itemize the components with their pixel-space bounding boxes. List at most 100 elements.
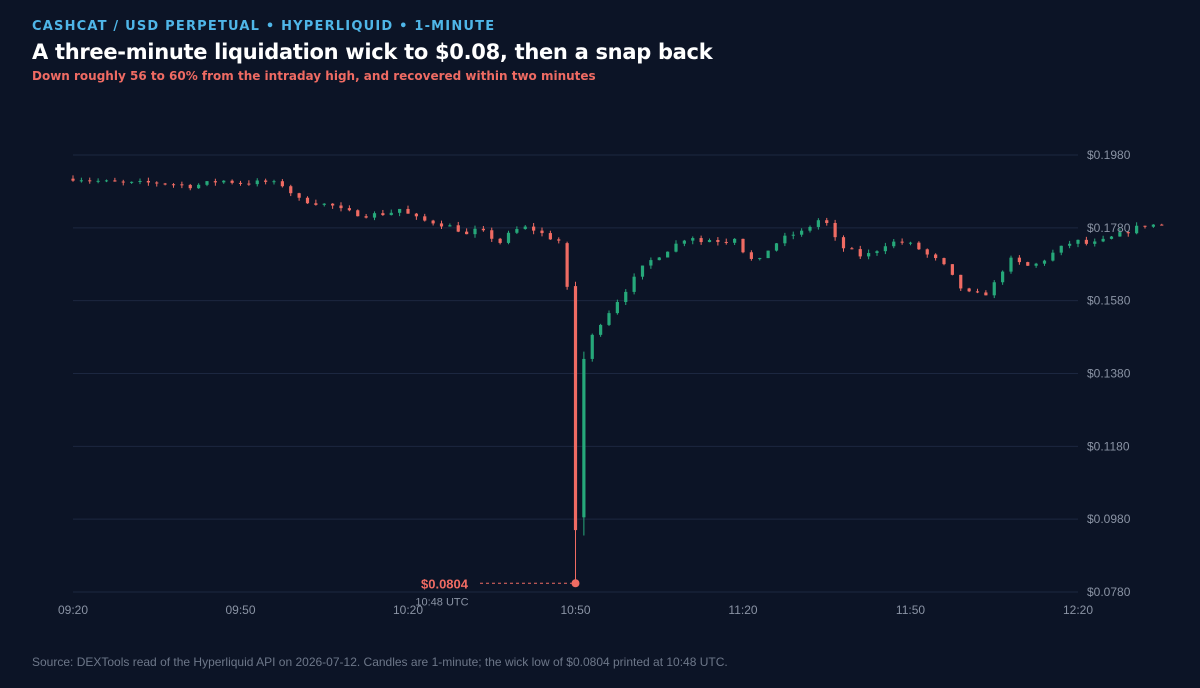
candle-body bbox=[515, 229, 519, 233]
candle-body bbox=[1068, 243, 1072, 246]
candle-body bbox=[1017, 257, 1021, 263]
candle-body bbox=[372, 213, 377, 218]
candle-body bbox=[255, 180, 259, 185]
candle-body bbox=[850, 248, 854, 250]
candle-body bbox=[749, 252, 753, 259]
candle-body bbox=[1151, 224, 1155, 227]
x-tick-label: 10:50 bbox=[560, 603, 590, 617]
candle-body bbox=[238, 182, 243, 184]
candle-body bbox=[640, 265, 645, 277]
x-tick-label: 11:20 bbox=[728, 603, 757, 617]
candle-body bbox=[163, 183, 167, 185]
candle-body bbox=[682, 240, 686, 244]
candle-body bbox=[439, 223, 444, 227]
candle-body bbox=[699, 238, 703, 243]
y-tick-label: $0.1580 bbox=[1087, 294, 1131, 308]
candle-body bbox=[473, 228, 477, 235]
candle-body bbox=[992, 282, 996, 296]
candle-body bbox=[305, 197, 310, 204]
candle-body bbox=[716, 240, 720, 242]
candle-body bbox=[900, 241, 904, 243]
candle-body bbox=[858, 249, 862, 257]
candle-body bbox=[808, 226, 812, 231]
candle-body bbox=[867, 253, 871, 257]
x-tick-label: 09:50 bbox=[225, 603, 255, 617]
candle-body bbox=[481, 228, 485, 231]
candle-body bbox=[1051, 252, 1055, 261]
candle-body bbox=[1084, 239, 1088, 244]
x-tick-label: 11:50 bbox=[896, 603, 925, 617]
candle-body bbox=[272, 181, 276, 183]
candle-body bbox=[582, 358, 586, 518]
candle-body bbox=[573, 286, 578, 531]
candle-body bbox=[657, 257, 661, 261]
candle-body bbox=[431, 220, 435, 224]
low-price-label: $0.0804 bbox=[421, 576, 469, 591]
candle-body bbox=[841, 237, 846, 249]
y-tick-label: $0.0980 bbox=[1087, 512, 1131, 526]
candle-body bbox=[1059, 245, 1063, 253]
candle-body bbox=[1034, 263, 1038, 266]
candle-body bbox=[138, 180, 142, 182]
candle-body bbox=[465, 231, 469, 235]
candle-body bbox=[1118, 232, 1122, 237]
candle-body bbox=[934, 254, 938, 259]
candle-body bbox=[1101, 238, 1105, 242]
candle-body bbox=[632, 276, 636, 292]
candle-body bbox=[975, 291, 980, 293]
candle-body bbox=[247, 183, 251, 185]
candle-body bbox=[314, 203, 318, 205]
candle-body bbox=[222, 180, 226, 183]
candle-body bbox=[1126, 232, 1130, 234]
candle-body bbox=[532, 226, 536, 231]
candle-body bbox=[205, 181, 209, 185]
candle-body bbox=[774, 243, 779, 251]
candle-body bbox=[959, 274, 963, 289]
candle-body bbox=[188, 184, 192, 189]
x-axis-ticks: 09:20 09:50 10:20 10:50 11:20 11:50 12:20 bbox=[58, 603, 1093, 617]
candle-body bbox=[130, 181, 134, 183]
candle-body bbox=[548, 233, 552, 240]
candle-body bbox=[490, 230, 494, 239]
candle-body bbox=[816, 220, 820, 227]
low-marker bbox=[571, 579, 580, 588]
candle-body bbox=[456, 225, 460, 232]
y-tick-label: $0.1380 bbox=[1087, 367, 1131, 381]
candle-body bbox=[322, 203, 326, 205]
candle-body bbox=[71, 178, 75, 181]
y-axis-ticks: $0.1980 $0.1780 $0.1580 $0.1380 $0.1180 $0.09… bbox=[1087, 148, 1131, 599]
candle-body bbox=[791, 234, 795, 236]
candle-body bbox=[1001, 271, 1005, 283]
candle-body bbox=[297, 193, 301, 198]
candle-body bbox=[624, 291, 628, 303]
low-time-label: 10:48 UTC bbox=[415, 596, 468, 608]
candles bbox=[71, 175, 1164, 584]
candle-body bbox=[917, 242, 921, 250]
candle-body bbox=[875, 251, 879, 254]
candle-body bbox=[230, 180, 234, 183]
candle-body bbox=[1042, 260, 1047, 264]
candle-body bbox=[448, 225, 452, 227]
candle-body bbox=[908, 242, 913, 244]
candle-body bbox=[331, 203, 335, 206]
candle-body bbox=[88, 180, 92, 182]
candle-body bbox=[942, 258, 946, 265]
candle-body bbox=[506, 232, 511, 243]
candle-body bbox=[741, 238, 745, 253]
candle-body bbox=[113, 180, 117, 182]
y-tick-label: $0.0780 bbox=[1087, 585, 1131, 599]
candle-body bbox=[783, 235, 787, 244]
candle-body bbox=[406, 208, 410, 214]
candle-body bbox=[146, 180, 150, 183]
low-annotation: $0.0804 10:48 UTC bbox=[415, 576, 580, 608]
candle-body bbox=[1109, 236, 1114, 239]
x-tick-label: 10:20 bbox=[393, 603, 423, 617]
candle-body bbox=[674, 243, 678, 252]
candle-body bbox=[1135, 225, 1139, 234]
candle-body bbox=[590, 334, 594, 359]
candle-body bbox=[356, 210, 360, 217]
candle-body bbox=[364, 216, 368, 218]
candle-body bbox=[523, 226, 527, 230]
candle-body bbox=[104, 180, 109, 182]
